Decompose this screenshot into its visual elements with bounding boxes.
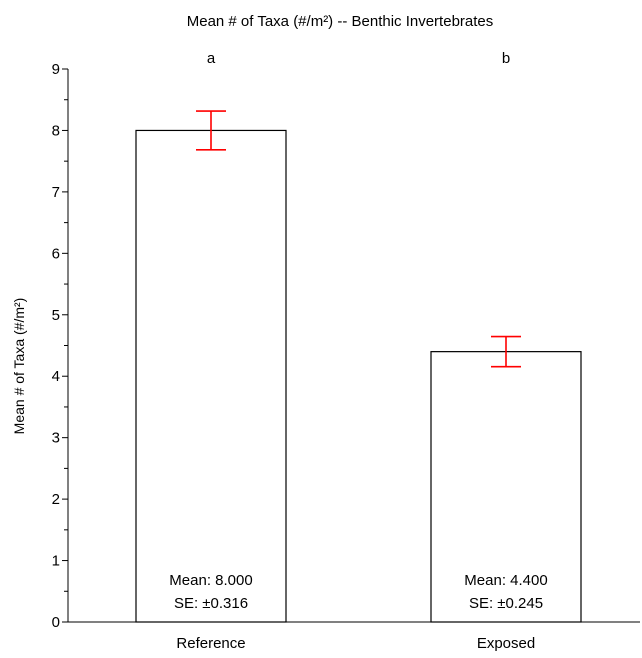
y-tick-label: 9	[52, 61, 60, 78]
y-tick-label: 3	[52, 430, 60, 447]
y-tick-label: 6	[52, 245, 60, 262]
y-tick-label: 0	[52, 614, 60, 631]
x-category-label: Exposed	[477, 635, 535, 652]
y-tick-label: 7	[52, 184, 60, 201]
bar-mean-label: Mean: 4.400	[464, 572, 547, 589]
bar-mean-label: Mean: 8.000	[169, 572, 252, 589]
y-axis-label: Mean # of Taxa (#/m²)	[11, 298, 27, 435]
chart-title: Mean # of Taxa (#/m²) -- Benthic Inverte…	[187, 13, 494, 30]
bar-reference	[135, 129, 287, 623]
significance-letter: b	[502, 50, 510, 67]
y-tick-label: 4	[52, 368, 60, 385]
y-tick-label: 8	[52, 122, 60, 139]
bars-group: Reference a Mean: 8.000 SE: ±0.316 Exposed b M…	[135, 50, 582, 652]
y-tick-label: 1	[52, 553, 60, 570]
x-category-label: Reference	[176, 635, 245, 652]
y-tick-label: 5	[52, 307, 60, 324]
bar-exposed	[430, 351, 582, 623]
bar-se-label: SE: ±0.245	[469, 595, 543, 612]
y-tick-label: 2	[52, 491, 60, 508]
bar-se-label: SE: ±0.316	[174, 595, 248, 612]
significance-letter: a	[207, 50, 216, 67]
y-axis-ticks: 0 1 2 3 4 5 6 7 8 9	[52, 61, 68, 631]
